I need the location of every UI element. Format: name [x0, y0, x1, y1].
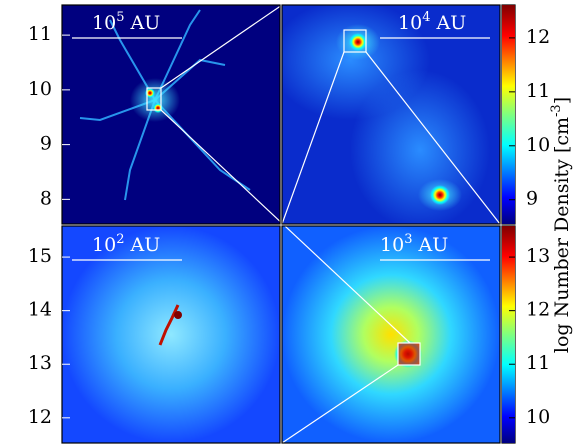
scale-base: 10 — [92, 234, 116, 256]
scale-unit: AU — [417, 234, 448, 256]
scale-exp: 4 — [422, 10, 430, 25]
scale-bar: 103 AU — [380, 232, 490, 261]
label-close: ] — [551, 97, 573, 104]
scale-base: 10 — [398, 12, 422, 34]
colorbar-label: log Number Density [cm-3] — [549, 97, 574, 353]
scale-bar: 104 AU — [380, 10, 490, 39]
y-tick-label: 9 — [526, 188, 538, 210]
y-tick-label: 12 — [28, 406, 52, 428]
colorbar — [502, 5, 515, 224]
y-tick-label: 8 — [40, 187, 52, 209]
y-tick-label: 13 — [526, 245, 550, 267]
scale-label: 105 AU — [92, 10, 160, 35]
scale-unit: AU — [435, 12, 466, 34]
colorbar — [502, 226, 515, 443]
y-tick-label: 14 — [28, 299, 52, 321]
scale-unit: AU — [129, 12, 160, 34]
scale-base: 10 — [92, 12, 116, 34]
label-text: log Number Density [cm — [551, 117, 573, 353]
scale-label: 103 AU — [380, 232, 448, 257]
scale-exp: 5 — [116, 10, 124, 25]
scale-base: 10 — [380, 234, 404, 256]
panel-image — [282, 5, 500, 224]
scale-exp: 2 — [116, 232, 124, 247]
scale-exp: 3 — [404, 232, 412, 247]
y-tick-label: 11 — [526, 352, 550, 374]
scale-bar: 105 AU — [72, 10, 182, 39]
scale-unit: AU — [129, 234, 160, 256]
panel-image — [62, 5, 280, 224]
y-tick-label: 12 — [526, 299, 550, 321]
y-tick-label: 10 — [526, 406, 550, 428]
scale-bar: 102 AU — [72, 232, 182, 261]
y-tick-label: 10 — [28, 78, 52, 100]
scale-label: 104 AU — [398, 10, 466, 35]
panel-image — [282, 226, 500, 443]
y-tick-label: 10 — [526, 134, 550, 156]
y-tick-label: 13 — [28, 352, 52, 374]
y-tick-label: 11 — [526, 80, 550, 102]
panel-image — [62, 226, 280, 443]
scale-label: 102 AU — [92, 232, 160, 257]
label-exp: -3 — [549, 104, 564, 117]
y-tick-label: 12 — [526, 26, 550, 48]
y-tick-label: 11 — [28, 23, 52, 45]
y-tick-label: 9 — [40, 133, 52, 155]
y-tick-label: 15 — [28, 245, 52, 267]
